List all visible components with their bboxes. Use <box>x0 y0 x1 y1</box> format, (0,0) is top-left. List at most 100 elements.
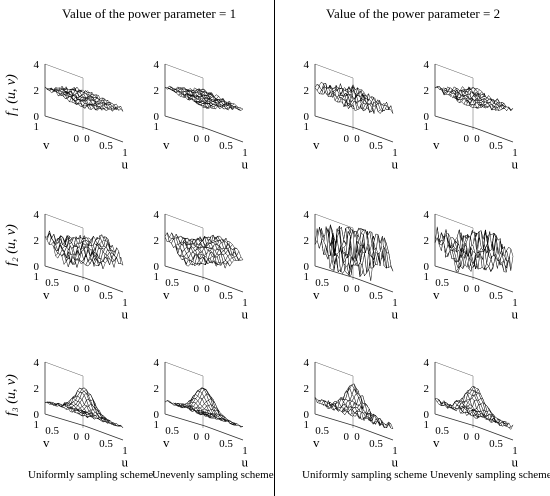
u-axis-line <box>84 425 124 441</box>
z-tick-label: 2 <box>304 85 310 97</box>
v-axis-title: v <box>433 435 440 450</box>
v-axis-title: v <box>313 287 320 302</box>
v-axis-line <box>314 413 356 427</box>
z-tick-label: 2 <box>34 235 40 247</box>
mesh-cell <box>434 226 440 244</box>
footer-label-uniform-p1: Uniformly sampling scheme <box>28 469 154 481</box>
z-tick-label: 0 <box>34 261 40 273</box>
u-tick-label: 1 <box>122 445 128 457</box>
v-tick-label: 0 <box>464 133 470 145</box>
top-edge-line <box>164 361 204 377</box>
z-tick-label: 0 <box>154 111 160 123</box>
v-tick-label: 0.5 <box>45 277 59 289</box>
top-edge-line <box>434 213 474 229</box>
z-tick-label: 4 <box>154 209 160 221</box>
z-tick-label: 2 <box>304 235 310 247</box>
v-tick-label: 1 <box>304 121 310 133</box>
z-tick-label: 2 <box>154 383 160 395</box>
z-tick-label: 4 <box>34 59 40 71</box>
top-edge-line <box>44 63 84 79</box>
v-tick-label: 1 <box>154 419 160 431</box>
v-tick-label: 0.5 <box>315 425 329 437</box>
u-tick-label: 1 <box>392 445 398 457</box>
z-tick-label: 0 <box>424 409 430 421</box>
mesh-cell <box>352 413 358 417</box>
z-tick-label: 4 <box>424 59 430 71</box>
top-edge-line <box>434 63 474 79</box>
mesh-cell <box>472 103 478 109</box>
mesh-cell <box>352 100 358 112</box>
u-axis-line <box>474 277 514 293</box>
v-axis-line <box>314 115 356 129</box>
v-axis-title: v <box>163 435 170 450</box>
z-tick-label: 0 <box>424 261 430 273</box>
z-tick-label: 0 <box>304 111 310 123</box>
footer-label-uneven-p1: Unevenly sampling scheme <box>152 469 274 481</box>
u-axis-title: u <box>122 307 129 322</box>
z-tick-label: 2 <box>304 383 310 395</box>
u-axis-title: u <box>242 455 249 470</box>
z-tick-label: 4 <box>34 209 40 221</box>
mesh-cell <box>472 238 478 256</box>
surface-mesh <box>44 230 124 270</box>
z-tick-label: 4 <box>154 357 160 369</box>
z-tick-label: 0 <box>304 409 310 421</box>
v-tick-label: 0 <box>464 283 470 295</box>
surface-mesh <box>314 81 394 115</box>
u-tick-label: 0 <box>84 431 90 443</box>
v-axis-title: v <box>433 137 440 152</box>
surface-mesh <box>164 85 244 111</box>
u-axis-title: u <box>122 157 129 172</box>
u-tick-label: 0 <box>474 133 480 145</box>
footer-label-uneven-p2: Unevenly sampling scheme <box>430 469 550 481</box>
z-tick-label: 0 <box>34 409 40 421</box>
u-tick-label: 0.5 <box>219 290 233 302</box>
u-tick-label: 1 <box>392 297 398 309</box>
v-axis-title: v <box>43 435 50 450</box>
z-tick-label: 0 <box>154 409 160 421</box>
u-tick-label: 0 <box>354 133 360 145</box>
v-axis-title: v <box>313 435 320 450</box>
mesh-cell <box>388 104 394 114</box>
top-edge-line <box>44 361 84 377</box>
u-axis-title: u <box>512 307 519 322</box>
u-axis-line <box>204 277 244 293</box>
top-edge-line <box>44 213 84 229</box>
mesh-cell <box>201 105 208 109</box>
v-axis-title: v <box>433 287 440 302</box>
v-tick-label: 0 <box>74 133 80 145</box>
u-axis-line <box>354 127 394 143</box>
u-axis-title: u <box>392 157 399 172</box>
u-axis-line <box>354 425 394 441</box>
u-axis-line <box>474 425 514 441</box>
v-tick-label: 1 <box>34 121 40 133</box>
left-section-title: Value of the power parameter = 1 <box>62 6 237 21</box>
u-axis-title: u <box>392 455 399 470</box>
u-axis-line <box>474 127 514 143</box>
v-tick-label: 0 <box>344 133 350 145</box>
section-divider <box>274 0 275 496</box>
v-tick-label: 0.5 <box>165 425 179 437</box>
u-tick-label: 0.5 <box>219 140 233 152</box>
surface-mesh <box>434 226 514 273</box>
surface-mesh <box>434 86 514 112</box>
u-tick-label: 0.5 <box>99 290 113 302</box>
v-tick-label: 1 <box>154 121 160 133</box>
u-axis-line <box>204 425 244 441</box>
z-tick-label: 2 <box>424 235 430 247</box>
u-tick-label: 0.5 <box>369 140 383 152</box>
u-tick-label: 1 <box>122 147 128 159</box>
u-axis-line <box>204 127 244 143</box>
u-axis-line <box>84 127 124 143</box>
v-tick-label: 1 <box>154 271 160 283</box>
v-axis-line <box>44 413 86 427</box>
mesh-cell <box>82 412 88 415</box>
v-tick-label: 1 <box>304 271 310 283</box>
